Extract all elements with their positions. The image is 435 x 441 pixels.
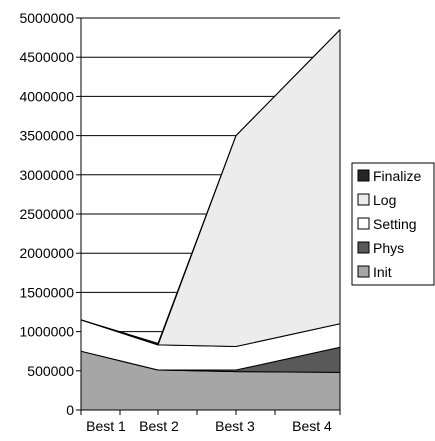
legend-swatch-setting <box>357 217 370 230</box>
legend-swatch-init <box>357 265 370 278</box>
y-tick-label: 500000 <box>27 363 74 379</box>
x-tick-label: Best 4 <box>292 418 332 434</box>
legend-label-phys: Phys <box>373 240 404 256</box>
y-tick-label: 4000000 <box>19 88 74 104</box>
x-tick-label: Best 3 <box>215 418 255 434</box>
x-tick-label: Best 1 <box>86 418 126 434</box>
y-tick-label: 0 <box>66 402 74 418</box>
y-tick-label: 1500000 <box>19 284 74 300</box>
legend-label-init: Init <box>373 264 392 280</box>
legend-label-finalize: Finalize <box>373 168 421 184</box>
y-tick-label: 2500000 <box>19 206 74 222</box>
x-tick-label: Best 2 <box>139 418 179 434</box>
area-finalize <box>80 29 341 346</box>
y-tick-label: 4500000 <box>19 49 74 65</box>
y-tick-labels: 0 500000 1000000 1500000 2000000 2500000 30000… <box>19 10 81 418</box>
legend: Finalize Log Setting Phys Init <box>351 162 435 286</box>
legend-label-log: Log <box>373 192 396 208</box>
y-tick-label: 5000000 <box>19 10 74 26</box>
y-tick-label: 2000000 <box>19 245 74 261</box>
y-tick-label: 3000000 <box>19 167 74 183</box>
legend-label-setting: Setting <box>373 216 417 232</box>
legend-swatch-log <box>357 193 370 206</box>
legend-swatch-phys <box>357 241 370 254</box>
y-tick-label: 1000000 <box>19 324 74 340</box>
y-tick-label: 3500000 <box>19 128 74 144</box>
plot-areas <box>80 29 341 411</box>
legend-swatch-finalize <box>357 169 370 182</box>
area-log <box>80 29 341 347</box>
x-tick-labels: Best 1 Best 2 Best 3 Best 4 <box>80 410 341 434</box>
